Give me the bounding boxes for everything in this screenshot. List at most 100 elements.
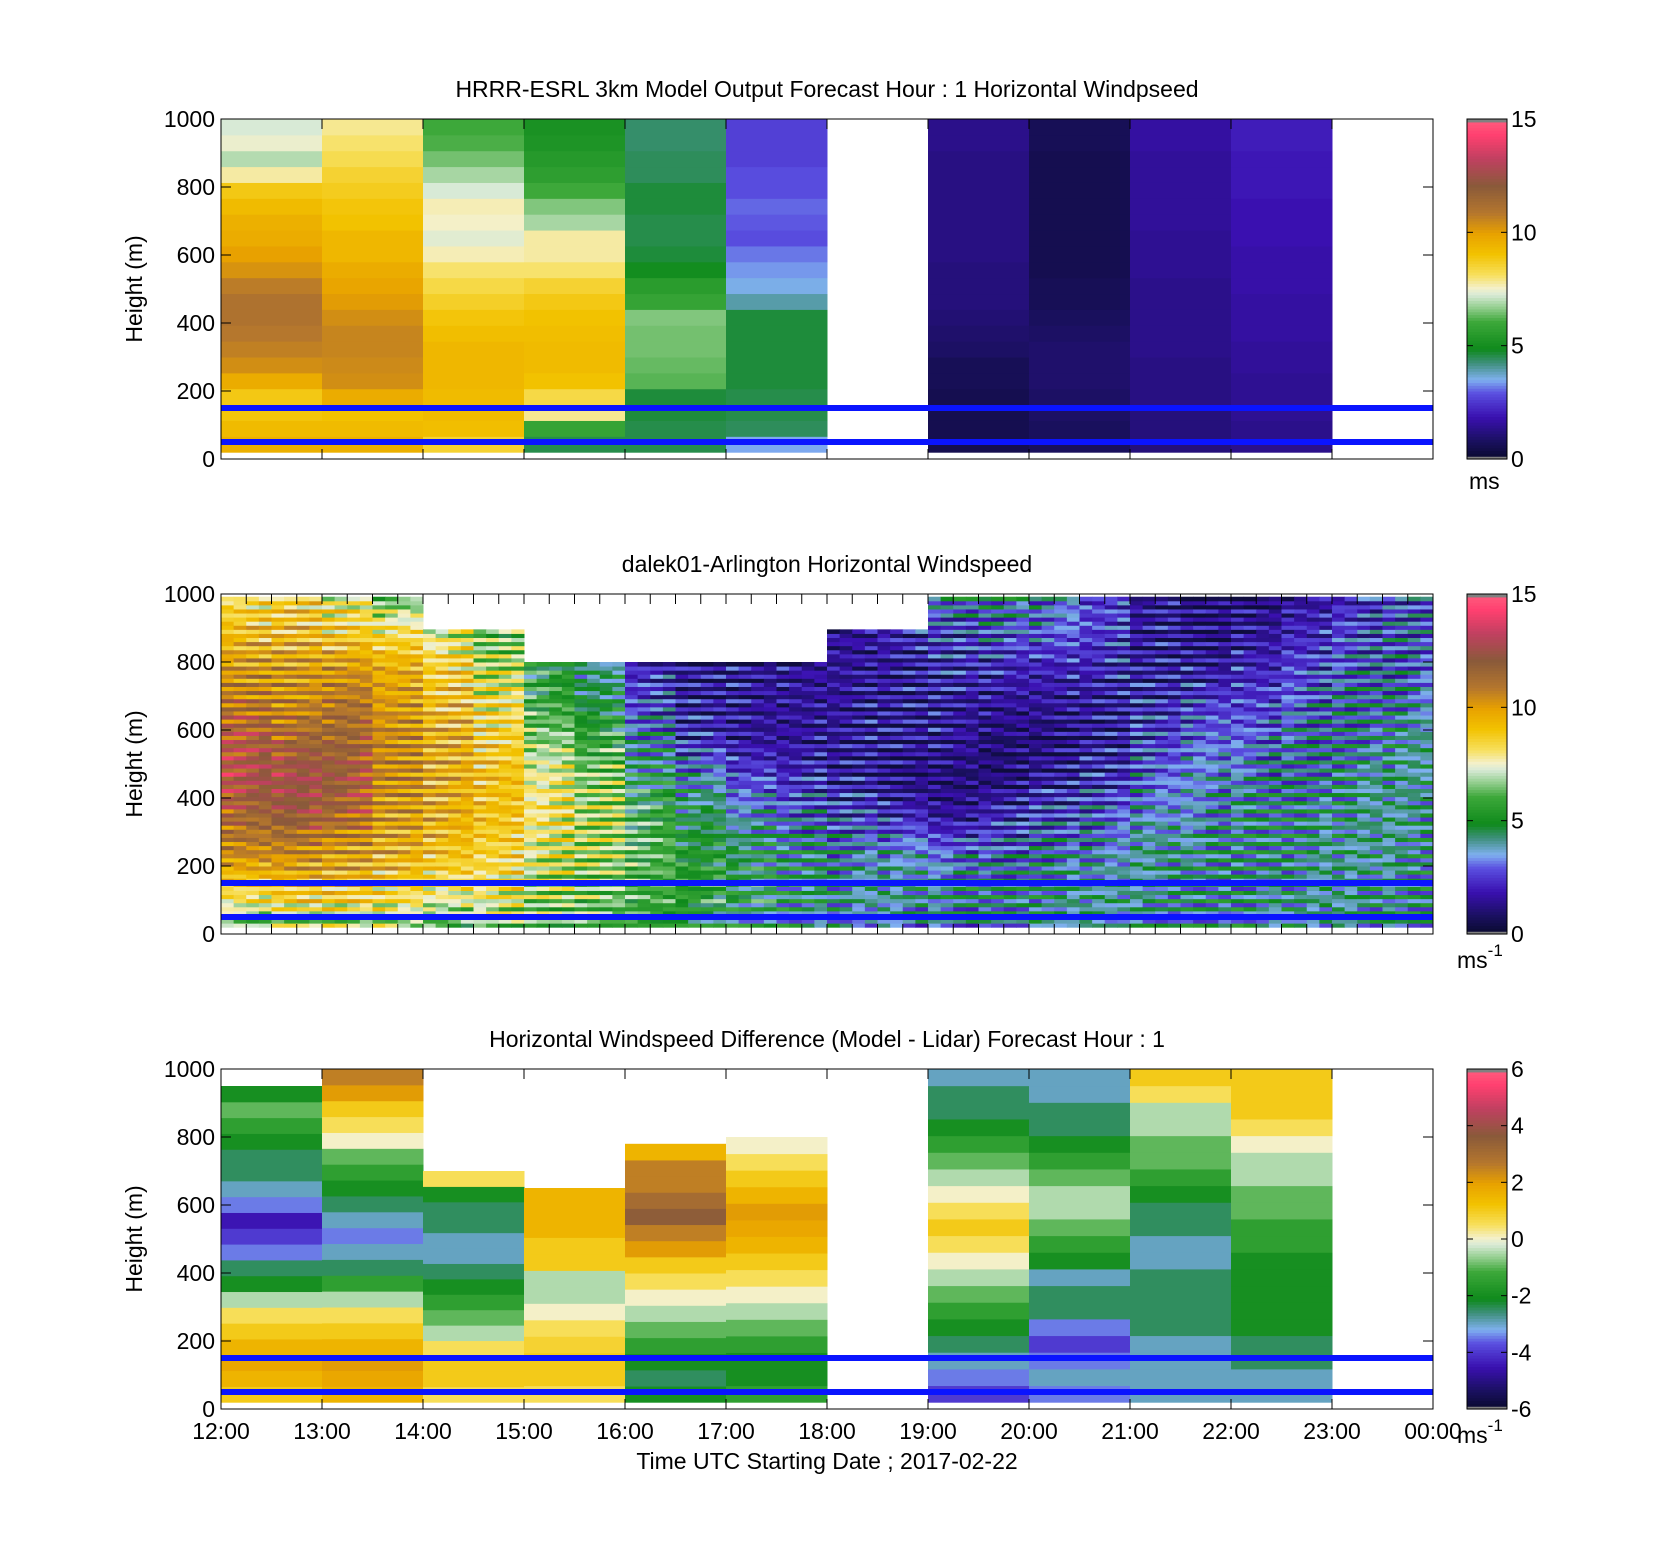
heatmap-cell bbox=[498, 727, 512, 732]
heatmap-cell bbox=[688, 698, 702, 704]
heatmap-cell bbox=[296, 657, 310, 663]
heatmap-cell bbox=[751, 776, 765, 781]
heatmap-cell bbox=[498, 776, 512, 781]
heatmap-cell bbox=[902, 719, 916, 724]
heatmap-cell bbox=[233, 735, 247, 741]
heatmap-cell bbox=[587, 768, 601, 773]
heatmap-cell bbox=[991, 857, 1005, 863]
heatmap-cell bbox=[296, 666, 310, 671]
heatmap-cell bbox=[928, 768, 942, 773]
heatmap-cell bbox=[233, 613, 247, 618]
heatmap-cell bbox=[599, 919, 613, 924]
heatmap-cell bbox=[359, 808, 373, 814]
heatmap-cell bbox=[814, 739, 828, 745]
heatmap-cell bbox=[814, 821, 828, 826]
heatmap-cell bbox=[662, 780, 676, 785]
heatmap-cell bbox=[776, 666, 790, 671]
heatmap-cell bbox=[511, 866, 525, 871]
heatmap-cell bbox=[511, 837, 525, 843]
heatmap-cell bbox=[359, 902, 373, 908]
heatmap-cell bbox=[637, 906, 651, 912]
heatmap-cell bbox=[423, 309, 525, 326]
heatmap-cell bbox=[221, 923, 235, 928]
heatmap-cell bbox=[498, 837, 512, 843]
heatmap-cell bbox=[296, 633, 310, 639]
heatmap-cell bbox=[448, 837, 462, 843]
heatmap-cell bbox=[953, 870, 967, 875]
heatmap-cell bbox=[309, 812, 323, 818]
heatmap-cell bbox=[448, 653, 462, 659]
heatmap-cell bbox=[549, 841, 563, 847]
colorbar-swatch bbox=[1467, 408, 1507, 412]
heatmap-cell bbox=[801, 743, 815, 749]
heatmap-cell bbox=[359, 890, 373, 896]
heatmap-cell bbox=[246, 596, 260, 602]
heatmap-cell bbox=[284, 853, 298, 859]
heatmap-cell bbox=[246, 617, 260, 622]
heatmap-cell bbox=[347, 608, 361, 614]
heatmap-cell bbox=[637, 670, 651, 675]
heatmap-cell bbox=[435, 923, 449, 928]
heatmap-cell bbox=[258, 600, 272, 606]
heatmap-cell bbox=[789, 751, 803, 757]
heatmap-cell bbox=[385, 755, 399, 761]
heatmap-cell bbox=[549, 919, 563, 924]
heatmap-cell bbox=[271, 812, 285, 818]
heatmap-cell bbox=[423, 780, 437, 785]
heatmap-cell bbox=[650, 910, 664, 916]
heatmap-cell bbox=[763, 829, 777, 834]
heatmap-cell bbox=[852, 833, 866, 838]
heatmap-cell bbox=[359, 694, 373, 700]
heatmap-cell bbox=[549, 719, 563, 724]
heatmap-cell bbox=[549, 906, 563, 912]
heatmap-cell bbox=[561, 866, 575, 871]
heatmap-cell bbox=[296, 739, 310, 745]
heatmap-cell bbox=[233, 759, 247, 765]
heatmap-cell bbox=[322, 772, 336, 777]
heatmap-cell bbox=[751, 702, 765, 708]
heatmap-cell bbox=[675, 857, 689, 863]
heatmap-cell bbox=[498, 751, 512, 757]
heatmap-cell bbox=[637, 682, 651, 687]
heatmap-cell bbox=[991, 919, 1005, 924]
heatmap-cell bbox=[763, 870, 777, 875]
heatmap-cell bbox=[322, 894, 336, 900]
heatmap-cell bbox=[486, 710, 500, 716]
heatmap-cell bbox=[587, 686, 601, 692]
heatmap-cell bbox=[258, 870, 272, 875]
heatmap-cell bbox=[271, 772, 285, 777]
heatmap-cell bbox=[423, 293, 525, 310]
heatmap-cell bbox=[726, 723, 740, 728]
heatmap-cell bbox=[486, 784, 500, 789]
colorbar-swatch bbox=[1467, 320, 1507, 324]
heatmap-cell bbox=[662, 678, 676, 683]
heatmap-cell bbox=[296, 870, 310, 875]
heatmap-cell bbox=[991, 633, 1005, 639]
heatmap-cell bbox=[246, 731, 260, 736]
heatmap-cell bbox=[953, 666, 967, 671]
heatmap-cell bbox=[763, 812, 777, 818]
heatmap-cell bbox=[763, 686, 777, 692]
heatmap-cell bbox=[625, 808, 639, 814]
heatmap-cell bbox=[549, 755, 563, 761]
colorbar-swatch bbox=[1467, 382, 1507, 386]
heatmap-cell bbox=[700, 780, 714, 785]
heatmap-cell bbox=[460, 653, 474, 659]
heatmap-cell bbox=[309, 678, 323, 683]
heatmap-cell bbox=[473, 906, 487, 912]
heatmap-cell bbox=[625, 796, 639, 802]
colorbar-swatch bbox=[1467, 127, 1507, 131]
heatmap-cell bbox=[662, 755, 676, 761]
heatmap-cell bbox=[448, 702, 462, 708]
heatmap-cell bbox=[271, 686, 285, 692]
heatmap-cell bbox=[789, 857, 803, 863]
heatmap-cell bbox=[814, 719, 828, 724]
heatmap-cell bbox=[978, 759, 992, 765]
heatmap-cell bbox=[561, 776, 575, 781]
colorbar-swatch bbox=[1467, 447, 1507, 452]
heatmap-cell bbox=[688, 715, 702, 720]
heatmap-cell bbox=[890, 670, 904, 675]
heatmap-cell bbox=[1231, 341, 1333, 358]
heatmap-cell bbox=[271, 731, 285, 736]
heatmap-cell bbox=[574, 694, 588, 700]
